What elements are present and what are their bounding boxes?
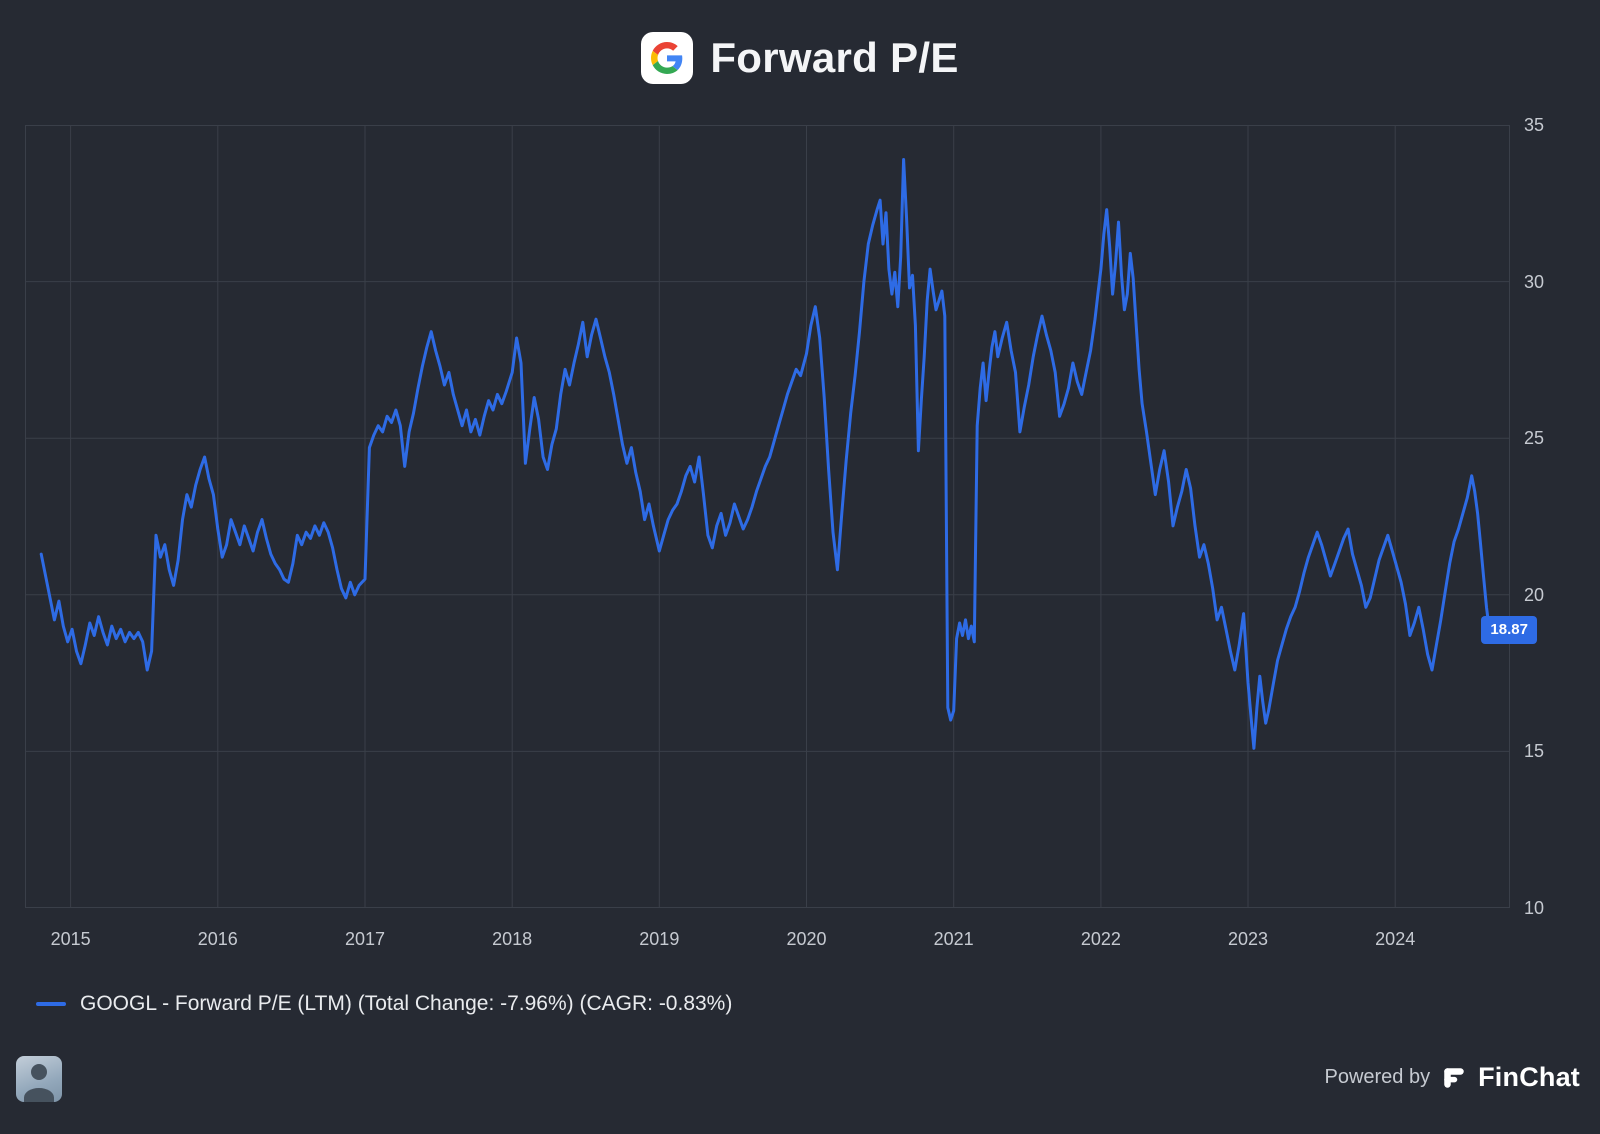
x-axis-tick-label: 2019 bbox=[639, 929, 680, 949]
avatar-body-shape bbox=[24, 1088, 54, 1102]
y-axis-tick-label: 30 bbox=[1524, 271, 1545, 292]
legend-label[interactable]: GOOGL - Forward P/E (LTM) (Total Change:… bbox=[80, 992, 733, 1015]
chart-title: Forward P/E bbox=[710, 34, 959, 81]
y-axis-tick-label: 15 bbox=[1524, 741, 1545, 762]
powered-by-finchat[interactable]: Powered by FinChat bbox=[1324, 1062, 1580, 1093]
legend-line-swatch bbox=[36, 1002, 66, 1006]
last-value-badge: 18.87 bbox=[1481, 616, 1537, 645]
x-axis-tick-label: 2022 bbox=[1080, 929, 1121, 949]
avatar-head-shape bbox=[31, 1064, 47, 1080]
y-axis-tick-label: 20 bbox=[1524, 584, 1545, 605]
price-line-chart[interactable] bbox=[25, 125, 1510, 908]
x-axis-tick-label: 2023 bbox=[1227, 929, 1269, 949]
x-axis-tick-label: 2017 bbox=[344, 929, 385, 949]
y-axis-tick-label: 25 bbox=[1524, 428, 1545, 449]
x-axis-tick-label: 2016 bbox=[197, 929, 238, 949]
powered-by-text: Powered by bbox=[1324, 1066, 1431, 1088]
x-axis-tick-label: 2024 bbox=[1375, 929, 1416, 949]
x-axis-tick-label: 2020 bbox=[786, 929, 827, 949]
user-avatar bbox=[16, 1056, 62, 1102]
x-axis-tick-label: 2015 bbox=[50, 929, 91, 949]
chart-header: Forward P/E bbox=[0, 32, 1600, 84]
x-axis-tick-label: 2021 bbox=[933, 929, 974, 949]
y-axis-tick-label: 10 bbox=[1524, 898, 1545, 918]
finchat-brand-name: FinChat bbox=[1478, 1062, 1580, 1092]
legend: GOOGL - Forward P/E (LTM) (Total Change:… bbox=[36, 992, 732, 1016]
x-axis-tick-label: 2018 bbox=[492, 929, 533, 949]
chart-plot-area[interactable] bbox=[25, 125, 1510, 908]
y-axis-tick-label: 35 bbox=[1524, 115, 1545, 135]
google-logo-icon bbox=[641, 32, 694, 84]
finchat-logo-icon bbox=[1441, 1065, 1467, 1091]
series-googl-forward-pe bbox=[39, 158, 1491, 750]
